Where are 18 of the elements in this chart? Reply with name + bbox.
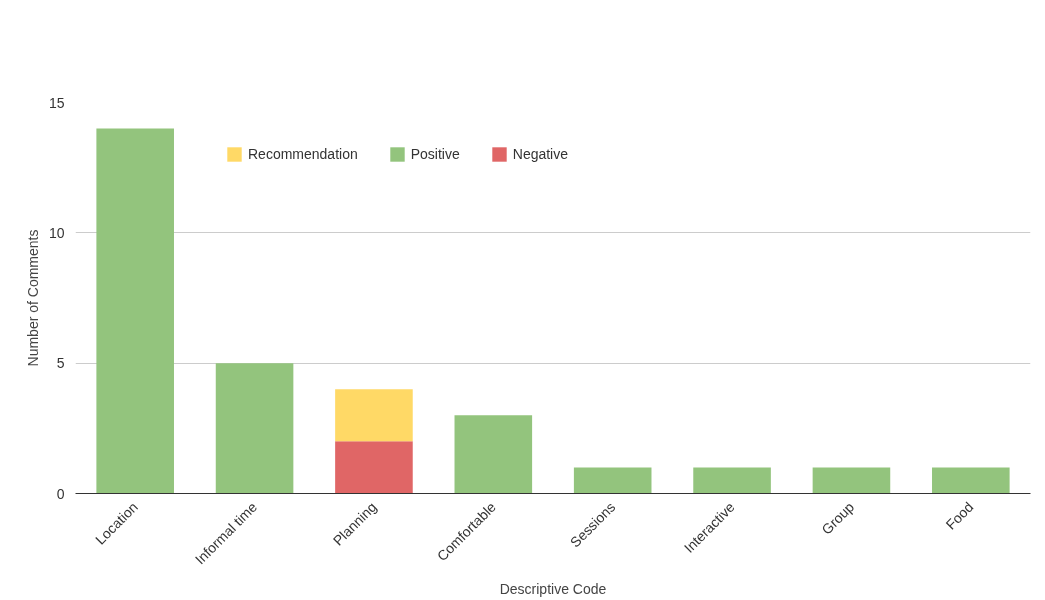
y-tick-label: 5	[56, 355, 65, 372]
y-tick-label: 15	[48, 94, 65, 111]
legend-label: Positive	[410, 146, 460, 162]
bar	[335, 441, 413, 494]
bar	[932, 467, 1010, 494]
bar	[693, 467, 771, 494]
legend-label: Recommendation	[248, 146, 358, 162]
bar	[96, 128, 174, 494]
bar	[812, 467, 891, 494]
y-axis-title: Number of Comments	[24, 229, 41, 367]
y-tick-label: 0	[56, 485, 65, 502]
bar	[335, 389, 413, 442]
y-tick-label: 10	[48, 224, 65, 241]
x-axis-title: Descriptive Code	[499, 581, 607, 598]
bar	[215, 363, 294, 494]
legend-label: Negative	[512, 146, 569, 162]
bar	[573, 467, 652, 494]
bar	[454, 415, 533, 494]
